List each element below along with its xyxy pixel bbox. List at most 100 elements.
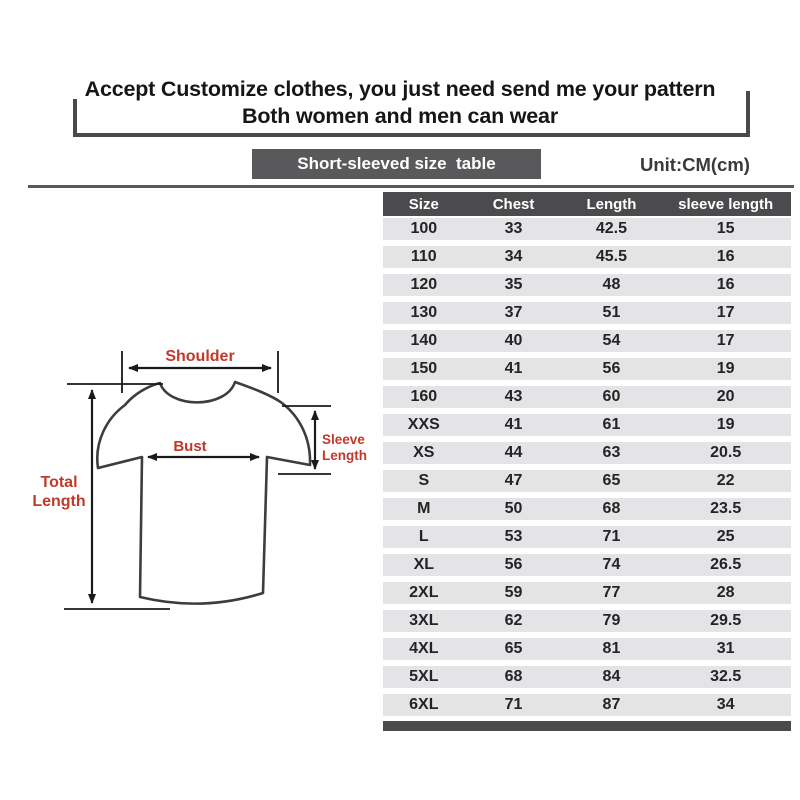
- table-cell: 17: [716, 332, 735, 349]
- table-cell: 65: [504, 640, 523, 657]
- banner-line2: Both women and men can wear: [242, 104, 558, 128]
- table-cell: 20: [716, 388, 735, 405]
- sleeve-length-label-line2: Length: [322, 448, 367, 463]
- table-cell: 45.5: [595, 248, 628, 265]
- table-cell: 79: [602, 612, 621, 629]
- sleeve-length-label-line1: Sleeve: [322, 432, 365, 447]
- table-cell: 81: [602, 640, 621, 657]
- table-cell: 41: [504, 416, 523, 433]
- tshirt-outline: [95, 380, 312, 605]
- table-cell: 20.5: [710, 444, 742, 461]
- table-row: 5XL 68 84 32.5: [383, 666, 791, 688]
- table-cell: XS: [413, 444, 435, 461]
- table-cell: 61: [602, 416, 621, 433]
- table-cell: 25: [716, 528, 735, 545]
- table-cell: 50: [504, 500, 523, 517]
- table-cell: 29.5: [710, 612, 742, 629]
- table-cell: 56: [602, 360, 621, 377]
- table-cell: 71: [602, 528, 621, 545]
- table-cell: 15: [716, 220, 735, 237]
- table-cell: 26.5: [710, 556, 742, 573]
- table-cell: 63: [602, 444, 621, 461]
- table-row: 6XL 71 87 34: [383, 694, 791, 716]
- table-cell: 47: [504, 472, 523, 489]
- table-cell: 23.5: [710, 500, 742, 517]
- table-cell: 74: [602, 556, 621, 573]
- table-cell: 22: [716, 472, 735, 489]
- table-cell: 68: [602, 500, 621, 517]
- table-cell: 43: [504, 388, 523, 405]
- column-header-size: Size: [408, 195, 439, 213]
- unit-label: Unit:CM(cm): [640, 154, 750, 175]
- table-cell: 37: [504, 304, 523, 321]
- table-row: 140 40 54 17: [383, 330, 791, 352]
- table-cell: 87: [602, 696, 621, 713]
- table-cell: 71: [504, 696, 523, 713]
- table-row: M 50 68 23.5: [383, 498, 791, 520]
- tshirt-measurement-diagram: Shoulder Total Length Bust Sleeve Length: [32, 348, 367, 610]
- table-cell: 40: [504, 332, 523, 349]
- table-cell: 160: [410, 388, 438, 405]
- table-row: 4XL 65 81 31: [383, 638, 791, 660]
- banner-underline: [73, 133, 750, 137]
- shoulder-label: Shoulder: [165, 348, 234, 365]
- table-cell: 60: [602, 388, 621, 405]
- table-cell: M: [417, 500, 431, 517]
- column-header-sleeve-length: sleeve length: [678, 195, 774, 213]
- table-row: S 47 65 22: [383, 470, 791, 492]
- table-cell: 6XL: [409, 696, 439, 713]
- table-cell: 48: [602, 276, 621, 293]
- table-row: XXS 41 61 19: [383, 414, 791, 436]
- table-cell: 56: [504, 556, 523, 573]
- table-row: 130 37 51 17: [383, 302, 791, 324]
- column-header-length: Length: [586, 195, 637, 213]
- table-cell: 77: [602, 584, 621, 601]
- table-cell: 16: [716, 248, 735, 265]
- table-row: 100 33 42.5 15: [383, 218, 791, 240]
- table-cell: 59: [504, 584, 523, 601]
- size-table-header: Size Chest Length sleeve length: [383, 192, 791, 216]
- table-cell: 54: [602, 332, 621, 349]
- table-cell: XXS: [407, 416, 440, 433]
- table-cell: L: [418, 528, 429, 545]
- table-title-box: Short-sleeved size table: [252, 149, 541, 179]
- table-cell: 31: [716, 640, 735, 657]
- divider-line: [28, 185, 794, 188]
- table-cell: S: [418, 472, 430, 489]
- table-cell: 17: [716, 304, 735, 321]
- table-cell: 44: [504, 444, 523, 461]
- table-row: 160 43 60 20: [383, 386, 791, 408]
- table-row: XS 44 63 20.5: [383, 442, 791, 464]
- table-cell: 34: [716, 696, 735, 713]
- table-cell: 2XL: [409, 584, 439, 601]
- table-cell: 33: [504, 220, 523, 237]
- column-header-chest: Chest: [492, 195, 535, 213]
- size-table: Size Chest Length sleeve length 100 33 42.…: [383, 192, 791, 731]
- table-footer-bar: [383, 721, 791, 731]
- table-cell: 3XL: [409, 612, 439, 629]
- table-cell: 32.5: [710, 668, 742, 685]
- table-cell: 19: [716, 416, 735, 433]
- table-cell: 42.5: [595, 220, 628, 237]
- total-length-label-line2: Length: [32, 493, 85, 510]
- table-cell: 140: [410, 332, 438, 349]
- table-cell: 19: [716, 360, 735, 377]
- table-cell: 100: [410, 220, 438, 237]
- table-cell: 68: [504, 668, 523, 685]
- table-cell: 53: [504, 528, 523, 545]
- table-cell: 41: [504, 360, 523, 377]
- banner-line1: Accept Customize clothes, you just need …: [84, 77, 716, 101]
- table-cell: 65: [602, 472, 621, 489]
- table-cell: 4XL: [409, 640, 439, 657]
- table-cell: 150: [410, 360, 438, 377]
- table-cell: 110: [410, 248, 437, 265]
- table-cell: 51: [602, 304, 621, 321]
- table-cell: 28: [716, 584, 735, 601]
- table-row: XL 56 74 26.5: [383, 554, 791, 576]
- table-cell: 35: [504, 276, 523, 293]
- banner-bracket-right: [746, 91, 750, 137]
- size-table-body: 100 33 42.5 15 110 34 45.5 16 120 35 48 16 130 37 51 17…: [383, 218, 791, 716]
- table-cell: 62: [504, 612, 523, 629]
- table-cell: 84: [602, 668, 621, 685]
